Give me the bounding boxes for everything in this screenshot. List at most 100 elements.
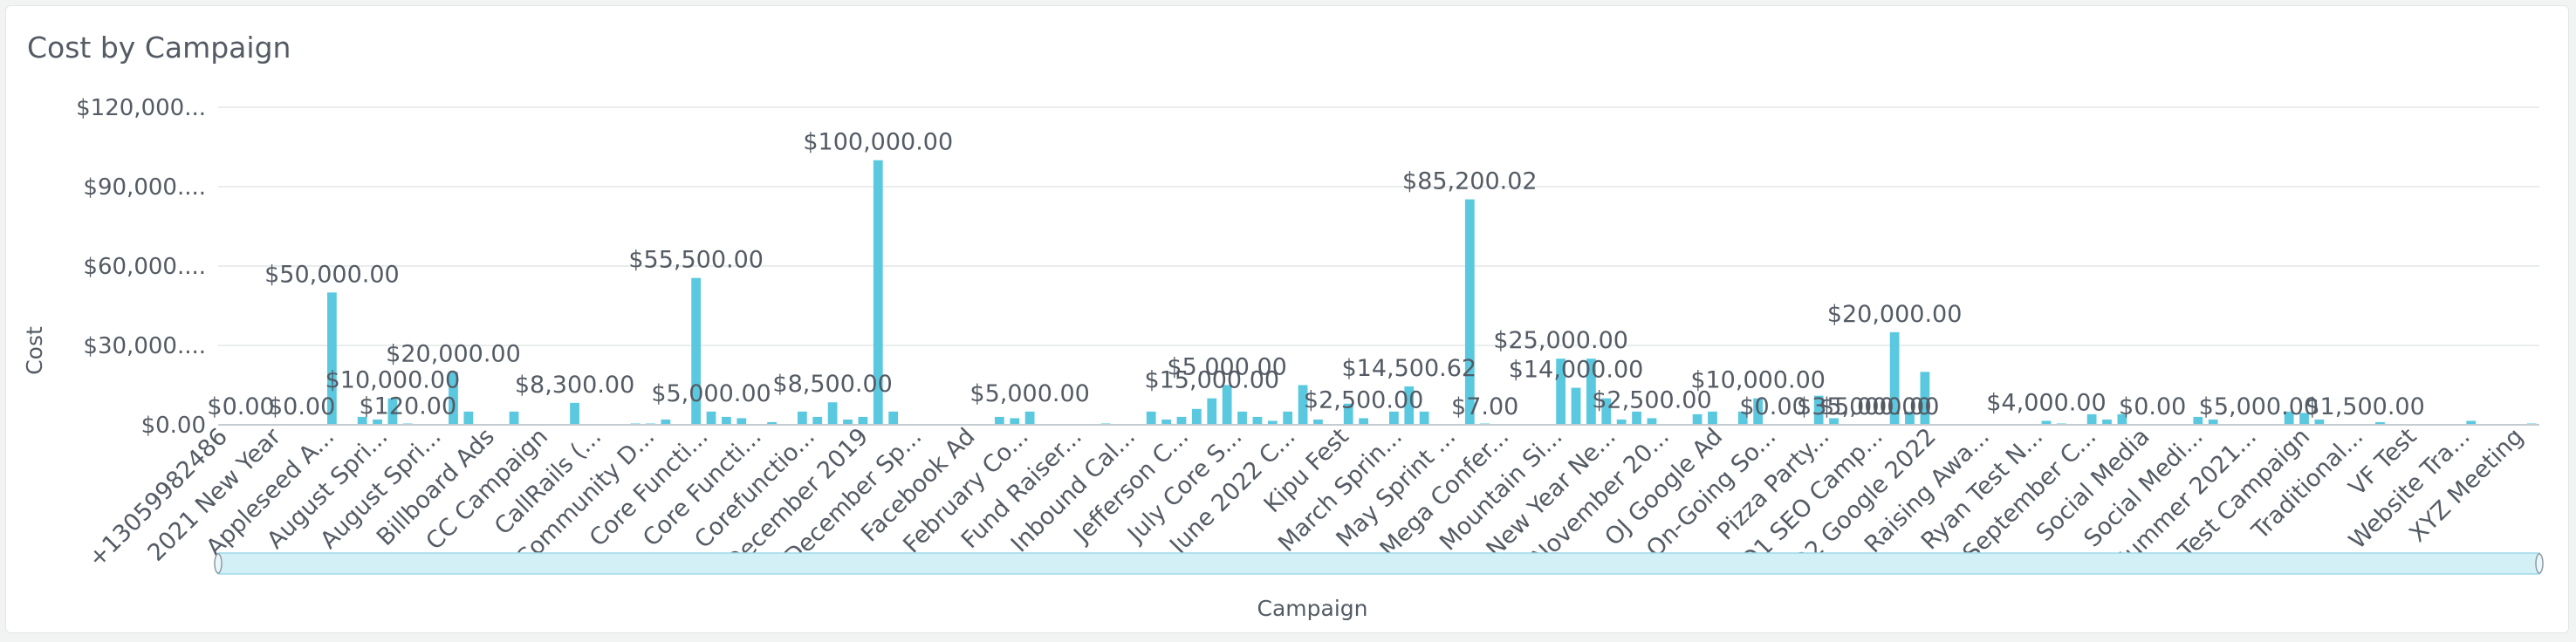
bar[interactable] [2208, 419, 2218, 425]
bar[interactable] [1404, 386, 1415, 425]
bar[interactable] [357, 416, 367, 425]
bar[interactable] [570, 402, 579, 425]
data-label: $8,500.00 [772, 371, 892, 398]
bar[interactable] [2314, 419, 2325, 425]
bar[interactable] [1252, 416, 1263, 425]
bar[interactable] [449, 372, 458, 425]
bar[interactable] [994, 416, 1004, 425]
data-label: $0.00 [2119, 393, 2186, 420]
data-label: $20,000.00 [386, 340, 521, 367]
y-tick-label: $60,000.... [83, 254, 206, 280]
bar[interactable] [1601, 398, 1612, 425]
bar[interactable] [1647, 418, 1657, 425]
scrollbar-track[interactable] [217, 552, 2540, 575]
bar[interactable] [1692, 413, 1702, 425]
bar[interactable] [327, 292, 337, 425]
data-label: $20,000.00 [1827, 301, 1963, 328]
scrollbar-handle-right[interactable] [2535, 553, 2544, 574]
bar[interactable] [767, 421, 777, 425]
data-label: $8,300.00 [515, 372, 634, 399]
bar[interactable] [843, 419, 853, 425]
bar[interactable] [797, 411, 807, 425]
data-label: $4,000.00 [1986, 389, 2106, 416]
bar[interactable] [1298, 385, 1308, 426]
bar[interactable] [1283, 411, 1293, 425]
bar[interactable] [1313, 419, 1323, 425]
x-axis-scrollbar[interactable] [214, 552, 2544, 575]
data-label: $5,000.00 [651, 380, 771, 407]
bar[interactable] [812, 416, 823, 425]
bar[interactable] [858, 416, 868, 425]
scrollbar-handle-left[interactable] [214, 553, 223, 574]
bar[interactable] [1616, 419, 1627, 425]
bar[interactable] [2299, 413, 2309, 425]
bar[interactable] [2193, 416, 2203, 425]
bar[interactable] [1632, 411, 1641, 425]
bar[interactable] [736, 418, 747, 425]
bar[interactable] [722, 416, 731, 425]
bar[interactable] [1207, 398, 1217, 425]
bar[interactable] [1586, 359, 1596, 425]
data-label: $5,000.00 [2199, 393, 2319, 420]
data-label: $14,000.00 [1509, 357, 1644, 384]
bar[interactable] [1571, 387, 1581, 425]
bar[interactable] [1146, 411, 1156, 425]
bar[interactable] [1359, 418, 1369, 425]
bar[interactable] [2284, 411, 2294, 425]
bar[interactable] [509, 411, 519, 425]
bar[interactable] [1708, 411, 1717, 425]
bar[interactable] [1024, 411, 1035, 425]
bar[interactable] [1388, 411, 1399, 425]
bar[interactable] [2041, 420, 2052, 425]
x-axis-title: Campaign [1257, 596, 1368, 621]
bar[interactable] [2375, 421, 2385, 425]
bar[interactable] [827, 402, 838, 425]
bar[interactable] [873, 160, 883, 425]
bar[interactable] [2102, 419, 2112, 425]
bar[interactable] [1237, 411, 1247, 425]
bar[interactable] [1161, 419, 1171, 425]
y-tick-label: $30,000.... [83, 333, 206, 359]
bar[interactable] [373, 419, 382, 425]
bar[interactable] [1905, 411, 1915, 425]
bar[interactable] [2466, 420, 2477, 425]
bar[interactable] [706, 411, 716, 425]
bar[interactable] [2117, 413, 2127, 425]
bar[interactable] [1464, 199, 1475, 425]
bar[interactable] [1829, 418, 1839, 425]
chart-title: Cost by Campaign [27, 31, 291, 65]
data-label: $2,500.00 [1592, 386, 1711, 413]
data-label: $7.00 [1451, 393, 1518, 420]
bar[interactable] [1222, 385, 1232, 426]
bar[interactable] [1556, 359, 1566, 425]
bar[interactable] [1176, 416, 1187, 425]
bar[interactable] [1920, 372, 1930, 425]
bar[interactable] [1267, 420, 1278, 425]
bar[interactable] [1419, 411, 1429, 425]
bar[interactable] [1813, 395, 1824, 425]
bar[interactable] [1753, 398, 1764, 425]
data-label: $85,200.02 [1402, 168, 1538, 195]
bar[interactable] [1010, 418, 1020, 425]
data-label: $0.00 [268, 393, 335, 420]
bar[interactable] [1737, 411, 1748, 425]
y-tick-label: $120,000... [76, 95, 206, 121]
bar[interactable] [1343, 403, 1353, 425]
data-label: $5,000.00 [1167, 354, 1286, 381]
data-label: $14,500.62 [1341, 355, 1476, 382]
bar[interactable] [888, 411, 899, 425]
bar[interactable] [1191, 408, 1202, 425]
data-label: $10,000.00 [325, 367, 461, 394]
data-label: $100,000.00 [803, 129, 953, 156]
bar[interactable] [2086, 413, 2097, 425]
bar[interactable] [463, 411, 474, 425]
bar[interactable] [691, 277, 702, 425]
y-axis-title: Cost [22, 326, 47, 375]
data-label: $55,500.00 [628, 247, 764, 274]
bar[interactable] [661, 419, 671, 425]
data-label: $120.00 [359, 393, 456, 420]
y-tick-label: $0.00 [141, 413, 206, 439]
bar[interactable] [1889, 331, 1900, 425]
bar[interactable] [387, 398, 398, 425]
data-label: $25,000.00 [1493, 327, 1628, 354]
